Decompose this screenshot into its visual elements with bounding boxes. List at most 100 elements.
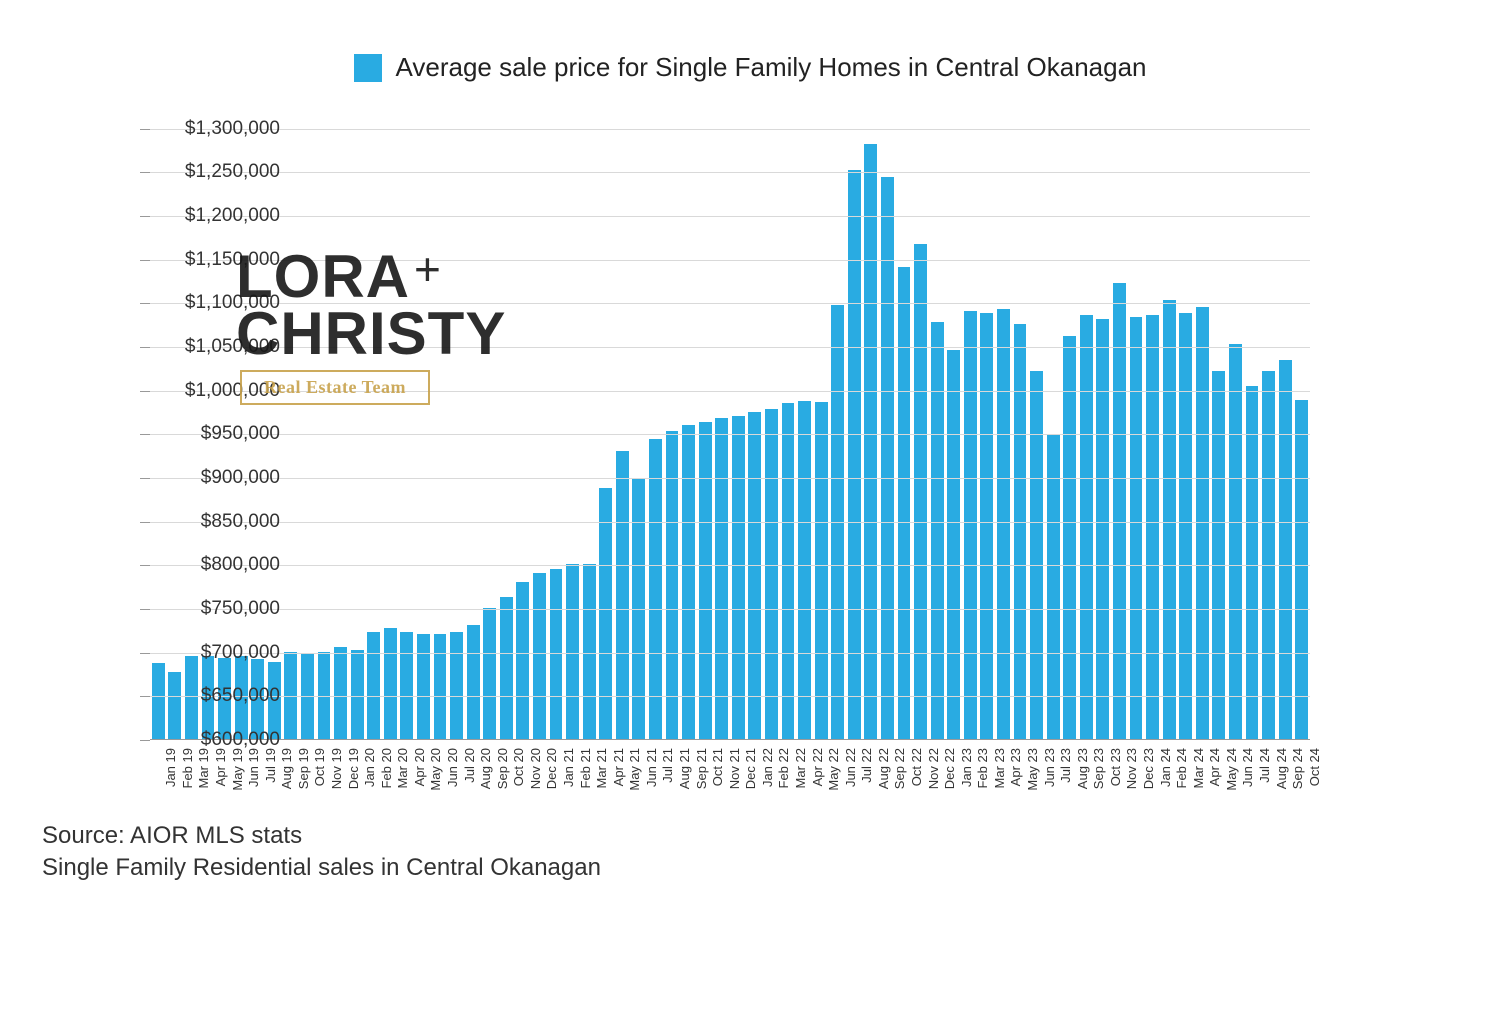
- x-axis-label: Jun 20: [445, 748, 460, 787]
- bar: [682, 425, 695, 739]
- bar: [1163, 300, 1176, 739]
- x-axis-label: Aug 20: [478, 748, 493, 789]
- x-axis-label: Feb 23: [975, 748, 990, 788]
- x-axis-label: Jun 23: [1042, 748, 1057, 787]
- y-tick: [140, 740, 150, 741]
- bar: [1047, 435, 1060, 739]
- grid-line: [150, 565, 1310, 566]
- x-axis-label: Aug 21: [677, 748, 692, 789]
- x-axis-label: Feb 19: [180, 748, 195, 788]
- y-axis-label: $950,000: [201, 423, 280, 445]
- grid-line: [150, 216, 1310, 217]
- bar: [997, 309, 1010, 739]
- bar: [467, 625, 480, 739]
- x-axis-label: Sep 19: [296, 748, 311, 789]
- x-axis-label: Jan 21: [561, 748, 576, 787]
- x-axis-label: Apr 20: [412, 748, 427, 786]
- x-axis-label: Dec 22: [942, 748, 957, 789]
- bar: [898, 267, 911, 739]
- legend-label: Average sale price for Single Family Hom…: [396, 52, 1147, 83]
- grid-line: [150, 609, 1310, 610]
- y-tick: [140, 653, 150, 654]
- y-axis-label: $800,000: [201, 554, 280, 576]
- y-tick: [140, 696, 150, 697]
- x-axis-label: Mar 21: [594, 748, 609, 788]
- bar: [1179, 313, 1192, 739]
- grid-line: [150, 434, 1310, 435]
- bar: [450, 632, 463, 739]
- x-axis-label: Nov 21: [727, 748, 742, 789]
- x-axis-label: Aug 24: [1274, 748, 1289, 789]
- x-axis-label: Jul 21: [660, 748, 675, 783]
- grid-line: [150, 391, 1310, 392]
- y-axis-label: $1,200,000: [185, 205, 280, 227]
- footer-line1: Source: AIOR MLS stats: [42, 820, 601, 852]
- grid-line: [150, 696, 1310, 697]
- bar: [1113, 283, 1126, 739]
- y-tick: [140, 172, 150, 173]
- bar: [599, 488, 612, 739]
- bar: [864, 144, 877, 739]
- x-axis-label: Dec 20: [544, 748, 559, 789]
- y-tick: [140, 216, 150, 217]
- x-axis-label: May 23: [1025, 748, 1040, 791]
- y-axis-label: $1,100,000: [185, 292, 280, 314]
- x-axis-label: May 24: [1224, 748, 1239, 791]
- bar: [1196, 307, 1209, 739]
- bar: [384, 628, 397, 739]
- x-axis-label: Sep 23: [1091, 748, 1106, 789]
- grid-line: [150, 260, 1310, 261]
- y-tick: [140, 609, 150, 610]
- bar: [1262, 371, 1275, 740]
- bar: [185, 656, 198, 739]
- x-axis-label: Nov 22: [926, 748, 941, 789]
- bar: [400, 632, 413, 739]
- bar: [367, 632, 380, 739]
- bar: [1295, 400, 1308, 739]
- x-axis-label: Nov 20: [528, 748, 543, 789]
- bar: [351, 650, 364, 739]
- x-axis-label: Jul 24: [1257, 748, 1272, 783]
- y-axis-label: $750,000: [201, 598, 280, 620]
- x-axis-label: May 21: [627, 748, 642, 791]
- footer-text: Source: AIOR MLS stats Single Family Res…: [42, 820, 601, 885]
- bar: [533, 573, 546, 739]
- grid-line: [150, 478, 1310, 479]
- x-axis-label: Aug 19: [279, 748, 294, 789]
- bar: [1212, 371, 1225, 740]
- y-tick: [140, 391, 150, 392]
- grid-line: [150, 522, 1310, 523]
- x-axis-label: Mar 23: [992, 748, 1007, 788]
- y-tick: [140, 303, 150, 304]
- x-axis-label: Jul 20: [462, 748, 477, 783]
- x-axis-label: Jan 23: [959, 748, 974, 787]
- bar: [583, 564, 596, 739]
- x-axis-label: Jun 21: [644, 748, 659, 787]
- y-axis-label: $650,000: [201, 685, 280, 707]
- y-tick: [140, 522, 150, 523]
- bar: [566, 564, 579, 739]
- y-axis-label: $1,250,000: [185, 161, 280, 183]
- y-axis-label: $850,000: [201, 511, 280, 533]
- bar: [699, 422, 712, 739]
- x-axis-label: Nov 23: [1124, 748, 1139, 789]
- x-axis-label: May 20: [428, 748, 443, 791]
- grid-line: [150, 653, 1310, 654]
- bar: [947, 350, 960, 739]
- x-axis-label: Aug 22: [876, 748, 891, 789]
- x-axis-label: Mar 19: [196, 748, 211, 788]
- x-axis-label: Sep 24: [1290, 748, 1305, 789]
- grid-line: [150, 172, 1310, 173]
- x-axis-label: Apr 22: [810, 748, 825, 786]
- x-axis-label: Jun 22: [843, 748, 858, 787]
- x-axis-label: Apr 24: [1207, 748, 1222, 786]
- bar: [931, 322, 944, 739]
- x-axis-label: Jan 19: [163, 748, 178, 787]
- grid-line: [150, 129, 1310, 130]
- x-axis-label: Oct 19: [312, 748, 327, 786]
- bars-container: [150, 119, 1310, 739]
- x-axis-label: Dec 21: [743, 748, 758, 789]
- y-axis-label: $700,000: [201, 642, 280, 664]
- bar: [1063, 336, 1076, 739]
- x-axis-label: Feb 20: [379, 748, 394, 788]
